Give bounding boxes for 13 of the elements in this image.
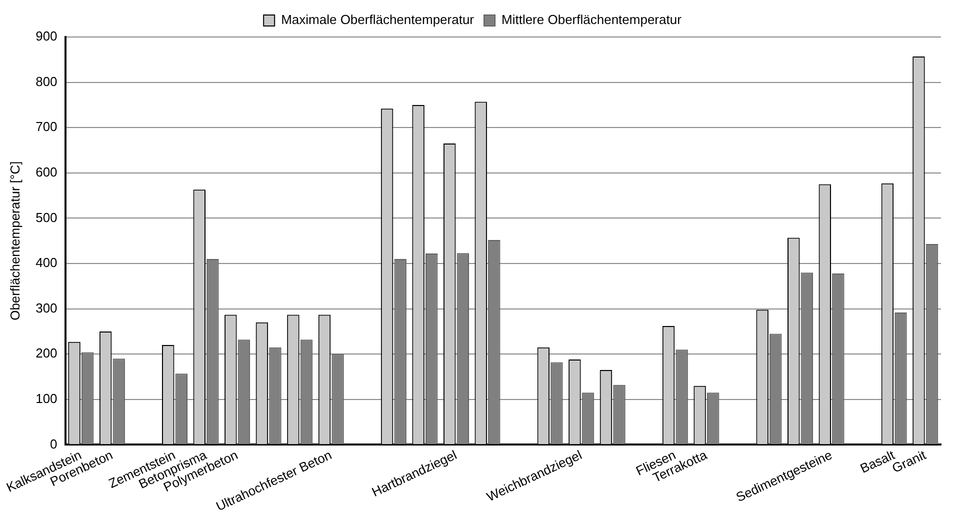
y-tick-label: 200 [36,346,58,361]
y-tick-label: 400 [36,255,58,270]
y-tick-label: 600 [36,164,58,180]
y-tick-label: 800 [36,74,58,89]
y-tick-label: 900 [36,28,58,44]
y-tick-label: 100 [36,391,58,406]
y-tick-label: 700 [36,119,58,134]
y-axis-title: Oberflächentemperatur [°C] [7,161,22,320]
y-tick-label: 300 [36,300,58,316]
y-tick-label: 0 [50,436,58,452]
legend-label: Maximale Oberflächentemperatur [281,12,475,28]
y-tick-label: 500 [36,210,58,225]
legend-label: Mittlere Oberflächentemperatur [502,12,682,28]
